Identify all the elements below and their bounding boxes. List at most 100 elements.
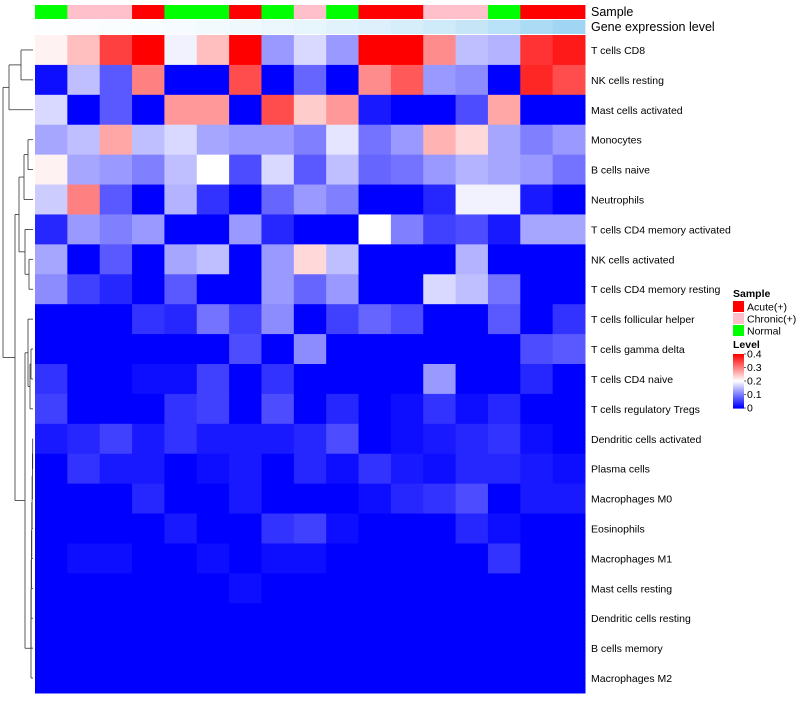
heatmap-cell bbox=[423, 573, 457, 604]
heatmap-cell bbox=[164, 453, 198, 485]
heatmap-cell bbox=[487, 124, 521, 156]
heatmap-cell bbox=[164, 393, 198, 425]
heatmap-cell bbox=[487, 573, 521, 604]
heatmap-cell bbox=[132, 483, 165, 515]
heatmap-cell bbox=[261, 663, 295, 694]
heatmap-cell bbox=[67, 543, 101, 574]
heatmap-cell bbox=[326, 184, 360, 215]
row-labels: T cells CD8 NK cells resting Mast cells ac… bbox=[591, 45, 731, 685]
heatmap-cell bbox=[196, 393, 230, 425]
heatmap-cell bbox=[326, 124, 360, 156]
heatmap-cell bbox=[487, 423, 521, 455]
heatmap-cell bbox=[455, 64, 489, 96]
heatmap-cell bbox=[293, 364, 327, 395]
gene-expression-annotation-cell bbox=[35, 20, 68, 34]
heatmap-cell bbox=[293, 64, 327, 96]
heatmap-cell bbox=[35, 453, 68, 485]
heatmap-cell bbox=[455, 393, 489, 425]
heatmap-cell bbox=[358, 274, 392, 305]
level-colorbar-segment bbox=[733, 366, 744, 368]
heatmap-cell bbox=[261, 603, 295, 634]
heatmap-cell bbox=[35, 124, 68, 156]
sample-annotation-cell bbox=[99, 5, 133, 19]
row-label: T cells CD4 memory activated bbox=[591, 224, 731, 236]
heatmap-cell bbox=[164, 334, 198, 365]
heatmap-cell bbox=[487, 94, 521, 126]
heatmap-cell bbox=[358, 393, 392, 425]
heatmap-cell bbox=[455, 364, 489, 395]
row-label: T cells follicular helper bbox=[591, 314, 695, 326]
sample-legend-label: Normal bbox=[747, 326, 781, 338]
heatmap-cell bbox=[552, 94, 586, 126]
level-colorbar-segment bbox=[733, 381, 744, 383]
row-label: Mast cells activated bbox=[591, 105, 683, 117]
heatmap-cell bbox=[520, 543, 554, 574]
heatmap-cell bbox=[520, 364, 554, 395]
heatmap-cell bbox=[164, 64, 198, 96]
heatmap-cell bbox=[552, 274, 586, 305]
heatmap-cell bbox=[455, 35, 489, 66]
heatmap-cell bbox=[164, 603, 198, 634]
heatmap-cell bbox=[455, 184, 489, 215]
heatmap-cell bbox=[196, 423, 230, 455]
level-colorbar-segment bbox=[733, 363, 744, 365]
heatmap-cell bbox=[552, 423, 586, 455]
heatmap-cell bbox=[358, 244, 392, 275]
heatmap-cell bbox=[164, 304, 198, 335]
heatmap-cell bbox=[520, 184, 554, 215]
gene-expression-annotation-cell bbox=[164, 20, 198, 34]
heatmap-cell bbox=[67, 184, 101, 215]
level-colorbar-segment bbox=[733, 395, 744, 397]
level-colorbar-segment bbox=[733, 361, 744, 363]
heatmap-cell bbox=[326, 64, 360, 96]
heatmap-cell bbox=[196, 483, 230, 515]
heatmap-cell bbox=[99, 543, 133, 574]
heatmap-cell bbox=[99, 154, 133, 186]
heatmap-cell bbox=[164, 483, 198, 515]
heatmap-cell bbox=[487, 154, 521, 186]
heatmap-cell bbox=[164, 633, 198, 664]
level-colorbar-segment bbox=[733, 359, 744, 361]
heatmap-cell bbox=[164, 244, 198, 275]
heatmap-cell bbox=[552, 543, 586, 574]
heatmap-cell bbox=[390, 393, 424, 425]
heatmap-cell bbox=[35, 603, 68, 634]
level-colorbar-segment bbox=[733, 368, 744, 370]
heatmap-cell bbox=[358, 64, 392, 96]
heatmap-cell bbox=[67, 663, 101, 694]
heatmap-cell bbox=[67, 94, 101, 126]
heatmap-cell bbox=[99, 453, 133, 485]
sample-annotation-cell bbox=[35, 5, 68, 19]
heatmap-cell bbox=[293, 543, 327, 574]
heatmap-cell bbox=[293, 453, 327, 485]
heatmap-cell bbox=[132, 124, 165, 156]
heatmap-cell bbox=[455, 423, 489, 455]
heatmap-cell bbox=[423, 513, 457, 544]
level-colorbar-segment bbox=[733, 355, 744, 357]
heatmap-cell bbox=[164, 94, 198, 126]
heatmap-cell bbox=[99, 274, 133, 305]
heatmap-cell bbox=[423, 603, 457, 634]
heatmap-cells bbox=[35, 35, 586, 694]
heatmap-cell bbox=[229, 513, 262, 544]
heatmap-cell bbox=[99, 603, 133, 634]
gene-expression-annotation-cell bbox=[552, 20, 586, 34]
heatmap-cell bbox=[455, 513, 489, 544]
level-colorbar-segment bbox=[733, 393, 744, 395]
heatmap-cell bbox=[67, 274, 101, 305]
level-colorbar-segment bbox=[733, 367, 744, 369]
heatmap-cell bbox=[196, 184, 230, 215]
heatmap-cell bbox=[35, 214, 68, 245]
row-label: Mast cells resting bbox=[591, 583, 672, 595]
heatmap-cell bbox=[35, 35, 68, 66]
row-label: Macrophages M0 bbox=[591, 494, 672, 506]
heatmap-cell bbox=[552, 453, 586, 485]
heatmap-cell bbox=[326, 603, 360, 634]
level-colorbar-segment bbox=[733, 397, 744, 399]
heatmap-cell bbox=[423, 423, 457, 455]
heatmap-cell bbox=[99, 364, 133, 395]
gene-expression-annotation-cell bbox=[293, 20, 327, 34]
heatmap-cell bbox=[67, 423, 101, 455]
heatmap-cell bbox=[390, 663, 424, 694]
